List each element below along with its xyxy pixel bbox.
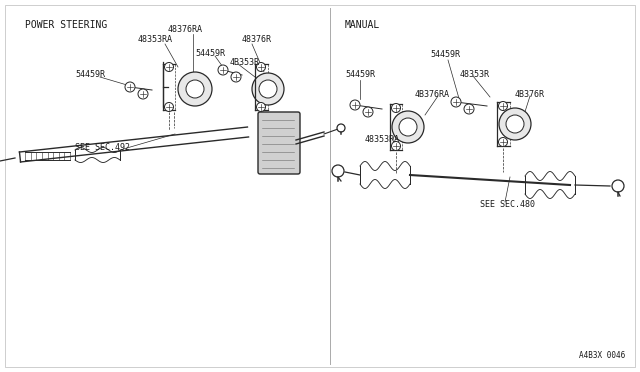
- Text: 48353RA: 48353RA: [138, 35, 173, 44]
- Circle shape: [392, 103, 401, 112]
- Circle shape: [350, 100, 360, 110]
- Circle shape: [499, 138, 508, 147]
- Circle shape: [499, 108, 531, 140]
- Circle shape: [363, 107, 373, 117]
- Text: 48353RA: 48353RA: [365, 135, 400, 144]
- Text: 54459R: 54459R: [195, 49, 225, 58]
- Text: A4B3X 0046: A4B3X 0046: [579, 351, 625, 360]
- Circle shape: [231, 72, 241, 82]
- Text: 54459R: 54459R: [75, 70, 105, 79]
- Circle shape: [392, 141, 401, 151]
- Circle shape: [252, 73, 284, 105]
- Circle shape: [612, 180, 624, 192]
- Circle shape: [186, 80, 204, 98]
- Circle shape: [178, 72, 212, 106]
- Circle shape: [506, 115, 524, 133]
- FancyBboxPatch shape: [258, 112, 300, 174]
- Circle shape: [164, 103, 173, 112]
- Circle shape: [332, 165, 344, 177]
- Circle shape: [499, 102, 508, 110]
- Circle shape: [399, 118, 417, 136]
- Circle shape: [464, 104, 474, 114]
- Circle shape: [218, 65, 228, 75]
- Circle shape: [164, 62, 173, 71]
- Circle shape: [125, 82, 135, 92]
- Text: 48353R: 48353R: [460, 70, 490, 79]
- Text: 4B376RA: 4B376RA: [415, 90, 450, 99]
- Text: 48376R: 48376R: [242, 35, 272, 44]
- Circle shape: [337, 124, 345, 132]
- Text: 54459R: 54459R: [345, 70, 375, 79]
- Text: SEE SEC.492: SEE SEC.492: [75, 143, 130, 152]
- Circle shape: [392, 111, 424, 143]
- Text: 4B353R: 4B353R: [230, 58, 260, 67]
- Text: 48376RA: 48376RA: [168, 25, 202, 34]
- Text: 4B376R: 4B376R: [515, 90, 545, 99]
- Text: 54459R: 54459R: [430, 50, 460, 59]
- Circle shape: [451, 97, 461, 107]
- Circle shape: [257, 103, 266, 112]
- Text: POWER STEERING: POWER STEERING: [25, 20, 108, 30]
- Circle shape: [257, 62, 266, 71]
- Circle shape: [259, 80, 277, 98]
- Circle shape: [138, 89, 148, 99]
- Text: SEE SEC.480: SEE SEC.480: [480, 200, 535, 209]
- Text: MANUAL: MANUAL: [345, 20, 380, 30]
